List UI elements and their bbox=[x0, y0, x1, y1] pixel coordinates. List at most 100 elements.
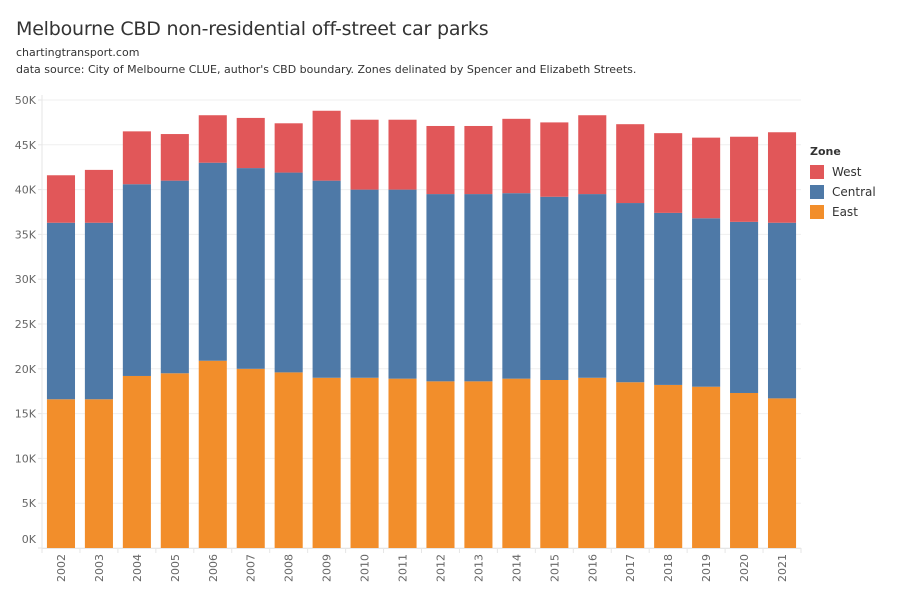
bar-east-2008[interactable] bbox=[274, 372, 303, 548]
bar-east-2012[interactable] bbox=[426, 381, 455, 548]
bar-central-2015[interactable] bbox=[540, 196, 569, 380]
bar-east-2020[interactable] bbox=[730, 392, 759, 548]
y-tick-label: 5K bbox=[22, 497, 37, 510]
bar-west-2008[interactable] bbox=[274, 123, 303, 173]
x-tick-label: 2006 bbox=[207, 554, 220, 582]
chart-subtitle-source: data source: City of Melbourne CLUE, aut… bbox=[16, 63, 637, 76]
legend-item-central[interactable]: Central bbox=[810, 182, 876, 202]
bar-west-2004[interactable] bbox=[122, 131, 151, 185]
bar-west-2003[interactable] bbox=[84, 169, 113, 223]
bar-west-2016[interactable] bbox=[578, 115, 607, 195]
bar-east-2004[interactable] bbox=[122, 375, 151, 548]
bar-central-2007[interactable] bbox=[236, 168, 265, 369]
bar-east-2007[interactable] bbox=[236, 368, 265, 548]
bar-east-2009[interactable] bbox=[312, 377, 341, 548]
bar-stack-2015 bbox=[540, 122, 569, 548]
bar-stack-2007 bbox=[236, 117, 265, 548]
y-tick-label: 40K bbox=[15, 184, 37, 197]
bar-central-2020[interactable] bbox=[730, 221, 759, 393]
bar-stack-2004 bbox=[122, 131, 151, 548]
bar-west-2019[interactable] bbox=[692, 137, 721, 219]
bar-west-2002[interactable] bbox=[46, 175, 76, 223]
bar-central-2002[interactable] bbox=[46, 222, 76, 400]
bar-west-2017[interactable] bbox=[616, 124, 645, 204]
bar-stack-2002 bbox=[46, 175, 76, 548]
bar-central-2011[interactable] bbox=[388, 189, 417, 379]
x-tick-label: 2011 bbox=[397, 554, 410, 582]
bar-east-2018[interactable] bbox=[654, 384, 683, 548]
bar-central-2010[interactable] bbox=[350, 189, 379, 378]
x-tick-label: 2009 bbox=[321, 554, 334, 582]
x-tick-label: 2007 bbox=[245, 554, 258, 582]
bar-stack-2010 bbox=[350, 119, 379, 548]
bar-west-2011[interactable] bbox=[388, 119, 417, 190]
bar-stack-2011 bbox=[388, 119, 417, 548]
bar-east-2006[interactable] bbox=[198, 360, 227, 548]
bar-east-2002[interactable] bbox=[46, 399, 76, 548]
legend-swatch-central bbox=[810, 185, 824, 199]
bar-stack-2020 bbox=[730, 136, 759, 548]
bar-east-2019[interactable] bbox=[692, 386, 721, 548]
bar-central-2004[interactable] bbox=[122, 184, 151, 376]
bar-central-2008[interactable] bbox=[274, 172, 303, 373]
bar-east-2005[interactable] bbox=[160, 373, 189, 548]
legend-item-east[interactable]: East bbox=[810, 202, 876, 222]
bar-central-2017[interactable] bbox=[616, 203, 645, 383]
x-tick-label: 2014 bbox=[510, 554, 523, 582]
gridlines bbox=[42, 99, 801, 549]
bar-central-2005[interactable] bbox=[160, 180, 189, 374]
y-tick-label: 45K bbox=[15, 139, 37, 152]
bar-west-2013[interactable] bbox=[464, 125, 493, 195]
bar-east-2010[interactable] bbox=[350, 377, 379, 548]
bar-east-2015[interactable] bbox=[540, 380, 569, 548]
x-tick-label: 2005 bbox=[169, 554, 182, 582]
bar-west-2014[interactable] bbox=[502, 118, 531, 194]
bar-east-2003[interactable] bbox=[84, 399, 113, 548]
x-tick-label: 2020 bbox=[738, 554, 751, 582]
bar-west-2018[interactable] bbox=[654, 133, 683, 213]
bar-west-2005[interactable] bbox=[160, 134, 189, 181]
legend-label-west: West bbox=[832, 165, 862, 179]
y-tick-label: 15K bbox=[15, 408, 37, 421]
x-tick-label: 2004 bbox=[131, 554, 144, 582]
bar-stack-2021 bbox=[767, 132, 797, 548]
legend-item-west[interactable]: West bbox=[810, 162, 876, 182]
x-tick-label: 2013 bbox=[472, 554, 485, 582]
bar-east-2017[interactable] bbox=[616, 382, 645, 548]
bar-central-2012[interactable] bbox=[426, 194, 455, 382]
bar-east-2021[interactable] bbox=[767, 398, 797, 548]
bar-central-2006[interactable] bbox=[198, 162, 227, 361]
bar-central-2014[interactable] bbox=[502, 193, 531, 379]
bar-east-2013[interactable] bbox=[464, 381, 493, 548]
bar-west-2021[interactable] bbox=[767, 132, 797, 223]
y-tick-label: 50K bbox=[15, 94, 37, 107]
bar-east-2016[interactable] bbox=[578, 377, 607, 548]
bar-central-2003[interactable] bbox=[84, 222, 113, 400]
legend: Zone West Central East bbox=[810, 145, 876, 222]
bar-west-2007[interactable] bbox=[236, 117, 265, 169]
bar-west-2012[interactable] bbox=[426, 125, 455, 195]
chart-subtitle-site: chartingtransport.com bbox=[16, 46, 140, 59]
bar-west-2020[interactable] bbox=[730, 136, 759, 222]
x-tick-label: 2019 bbox=[700, 554, 713, 582]
bar-west-2010[interactable] bbox=[350, 119, 379, 190]
bar-central-2018[interactable] bbox=[654, 212, 683, 385]
bar-stack-2005 bbox=[160, 134, 189, 548]
bar-central-2016[interactable] bbox=[578, 194, 607, 378]
bar-east-2011[interactable] bbox=[388, 378, 417, 548]
legend-title: Zone bbox=[810, 145, 841, 158]
bar-west-2015[interactable] bbox=[540, 122, 569, 197]
y-tick-label: 30K bbox=[15, 273, 37, 286]
bar-central-2021[interactable] bbox=[767, 222, 797, 399]
x-tick-label: 2021 bbox=[776, 554, 789, 582]
bar-west-2009[interactable] bbox=[312, 110, 341, 181]
x-tick-label: 2010 bbox=[359, 554, 372, 582]
bar-central-2019[interactable] bbox=[692, 218, 721, 387]
bar-east-2014[interactable] bbox=[502, 378, 531, 548]
bar-central-2009[interactable] bbox=[312, 180, 341, 378]
bar-west-2006[interactable] bbox=[198, 115, 227, 163]
bar-central-2013[interactable] bbox=[464, 194, 493, 382]
x-tick-label: 2015 bbox=[548, 554, 561, 582]
y-tick-label: 20K bbox=[15, 363, 37, 376]
